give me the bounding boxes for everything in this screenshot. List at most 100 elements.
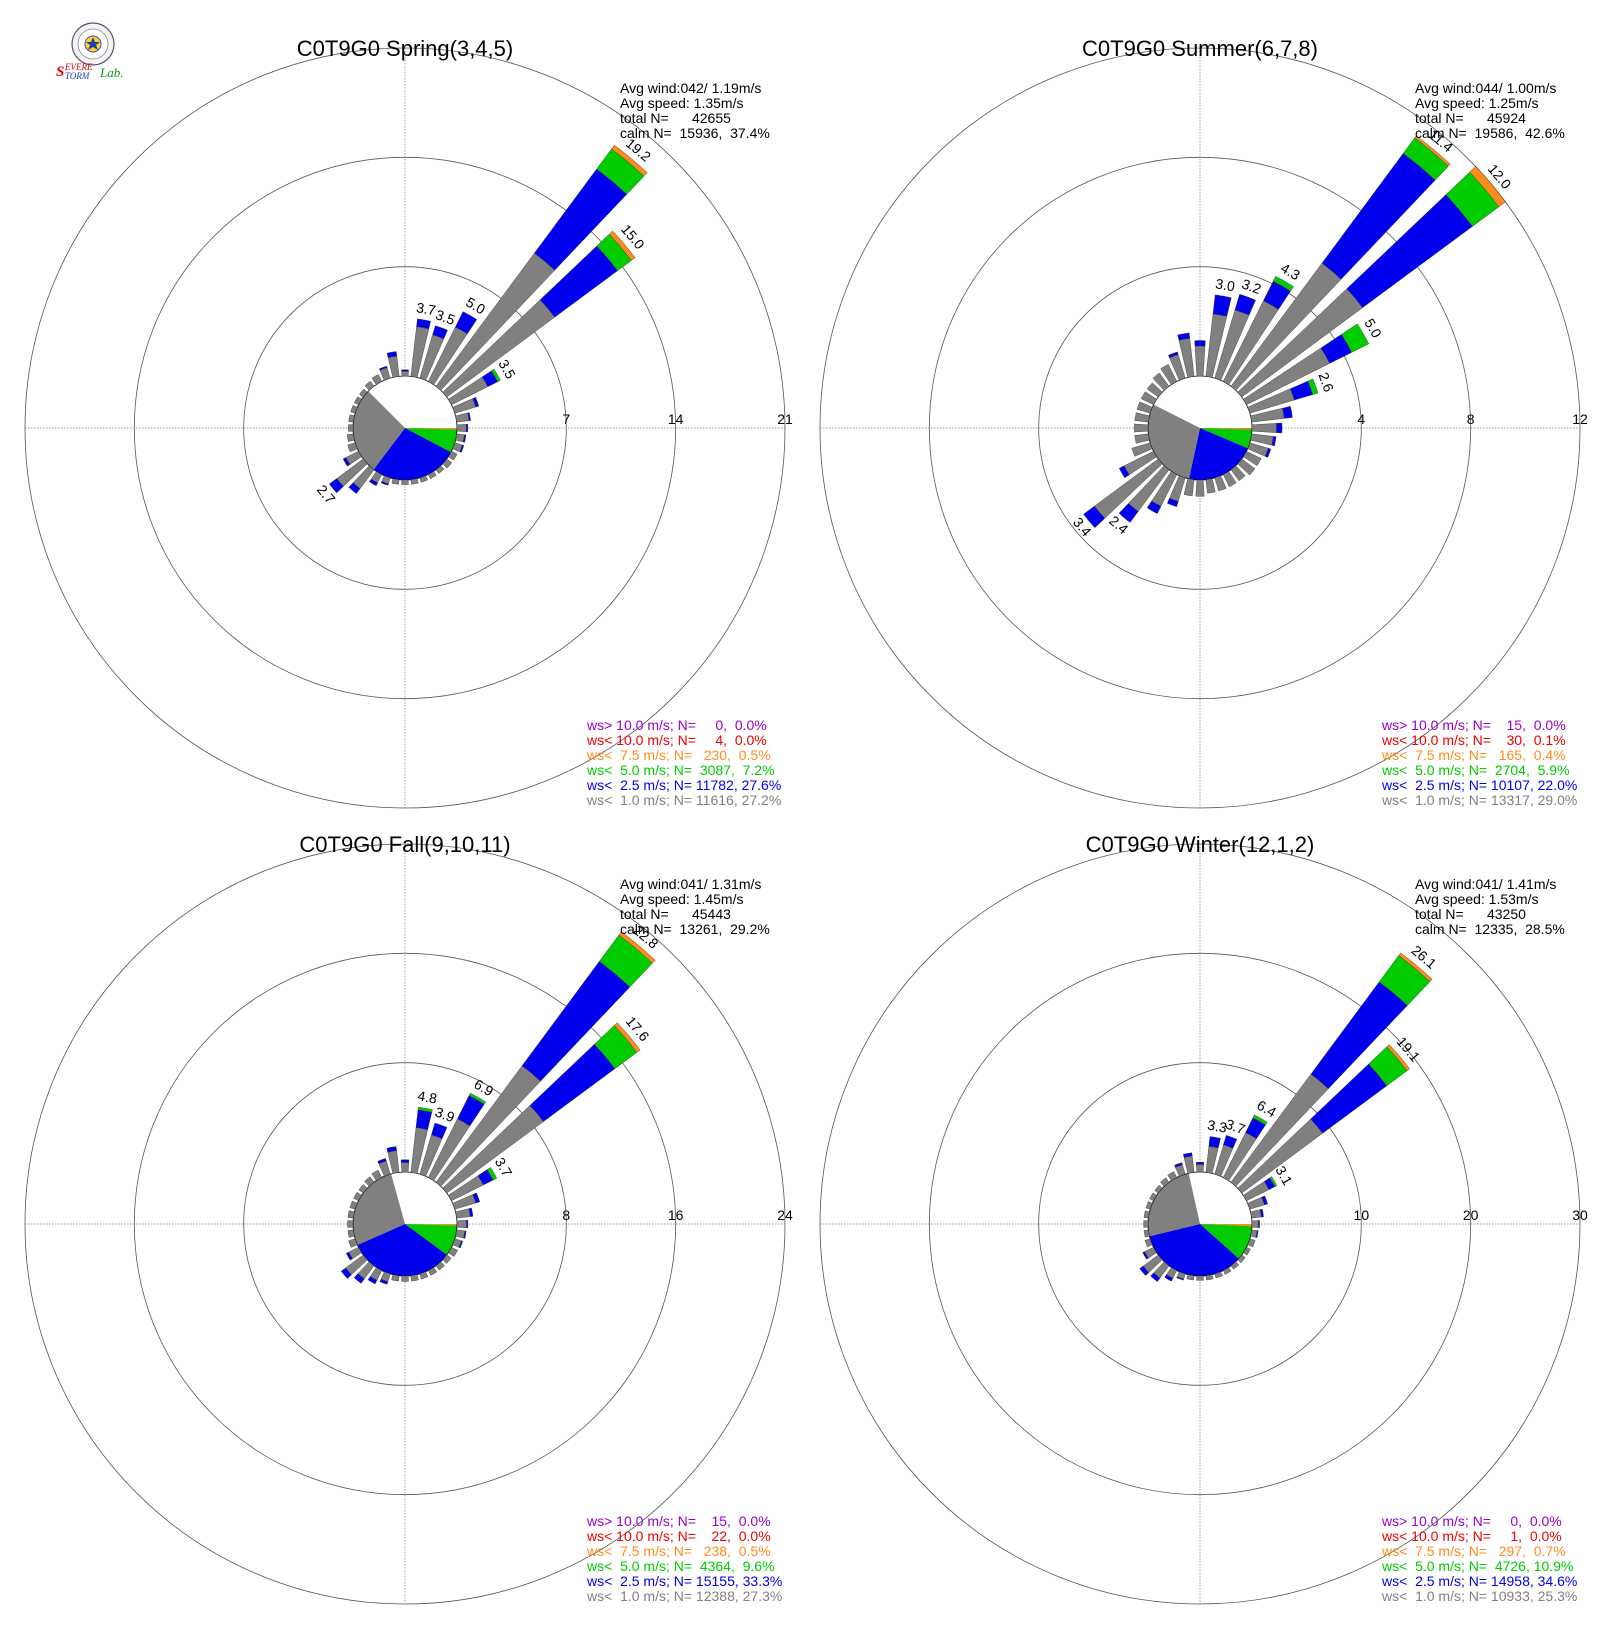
petal-140-bin-0 — [1230, 465, 1246, 482]
petal-130-bin-0 — [1237, 458, 1256, 476]
petal-90-bin-1 — [1276, 422, 1283, 434]
stats-line-3: calm N= 19586, 42.6% — [1415, 125, 1565, 141]
petal-150-bin-0 — [427, 471, 437, 479]
petal-230-bin-1 — [340, 1267, 352, 1279]
petal-240-bin-1 — [342, 457, 351, 467]
petal-210-bin-1 — [367, 1276, 378, 1285]
legend-entry-4: ws< 2.5 m/s; N= 15155, 33.3% — [586, 1573, 782, 1589]
legend-entry-2: ws< 7.5 m/s; N= 165, 0.4% — [1381, 747, 1566, 763]
ring-label-30: 30 — [1572, 1207, 1588, 1223]
ring-label-12: 12 — [1572, 411, 1588, 427]
petal-310-bin-0 — [359, 388, 368, 398]
petal-350-bin-0 — [1183, 1155, 1195, 1174]
petal-150-bin-0 — [1222, 1267, 1232, 1275]
petal-10-bin-1 — [1208, 1136, 1221, 1149]
petal-150-bin-0 — [427, 1267, 437, 1276]
petal-220-bin-1 — [1118, 503, 1139, 523]
petal-60-bin-2 — [491, 368, 501, 383]
svg-text:Lab.: Lab. — [99, 65, 123, 80]
petal-120-bin-0 — [448, 450, 458, 461]
petal-300-bin-0 — [1140, 391, 1157, 406]
calm-pie-c_orange — [1200, 428, 1252, 430]
petal-30-bin-2 — [1272, 276, 1294, 292]
petal-300-bin-0 — [1149, 1192, 1157, 1202]
petal-20-bin-1 — [1223, 1135, 1238, 1149]
petal-90-bin-0 — [1251, 423, 1277, 433]
petal-10-bin-2 — [417, 1106, 433, 1113]
petal-20-bin-1 — [432, 325, 448, 340]
petal-120-bin-0 — [1243, 450, 1262, 467]
ring-label-24: 24 — [777, 1207, 793, 1223]
petal-320-bin-0 — [364, 1176, 375, 1187]
stats-line-0: Avg wind:041/ 1.41m/s — [1415, 876, 1556, 892]
calm-sector — [368, 376, 457, 428]
petal-70-bin-1 — [1261, 1195, 1268, 1206]
stats-line-3: calm N= 15936, 37.4% — [620, 125, 770, 141]
petal-200-bin-1 — [1176, 1276, 1184, 1281]
petal-100-bin-1 — [1271, 436, 1277, 447]
legend-entry-5: ws< 1.0 m/s; N= 12388, 27.3% — [586, 1588, 782, 1604]
petal-100-bin-1 — [1255, 1230, 1259, 1238]
petal-140-bin-0 — [1230, 1261, 1240, 1270]
petal-70-bin-2 — [1307, 378, 1319, 395]
petal-label-10: 4.8 — [416, 1087, 438, 1106]
petal-220-bin-1 — [353, 1273, 365, 1284]
calm-pie-c_gray — [353, 391, 405, 470]
windrose-panel-2: 3.0 3.24.311.412.05.02.62.43.44 8 12C0T9G0 … — [819, 36, 1588, 809]
petal-90-bin-1 — [1258, 1220, 1260, 1228]
ring-label-21: 21 — [777, 411, 793, 427]
petal-260-bin-0 — [346, 433, 355, 442]
panel-title: C0T9G0 Spring(3,4,5) — [297, 36, 513, 61]
petal-140-bin-0 — [435, 1261, 445, 1271]
legend-entry-4: ws< 2.5 m/s; N= 14958, 34.6% — [1381, 1573, 1577, 1589]
petal-210-bin-1 — [369, 478, 378, 486]
petal-60-bin-2 — [486, 1167, 498, 1181]
petal-310-bin-0 — [1146, 382, 1163, 398]
petal-180-bin-0 — [401, 479, 409, 485]
petal-0-bin-1 — [401, 369, 409, 372]
petal-60-bin-2 — [1341, 323, 1370, 353]
petal-320-bin-0 — [364, 380, 375, 391]
petal-40-bin-3 — [1414, 135, 1451, 167]
petal-0-bin-1 — [400, 1159, 410, 1163]
calm-pie-c_green — [1200, 1224, 1252, 1259]
stats-line-1: Avg speed: 1.53m/s — [1415, 891, 1538, 907]
petal-70-bin-1 — [472, 1192, 481, 1204]
petal-280-bin-0 — [348, 414, 355, 423]
petal-190-bin-0 — [391, 1274, 400, 1282]
petal-170-bin-0 — [410, 1274, 419, 1282]
petal-200-bin-1 — [380, 481, 389, 486]
petal-320-bin-0 — [1152, 372, 1170, 391]
petal-330-bin-0 — [1167, 1171, 1178, 1181]
svg-text:TORM: TORM — [65, 71, 90, 81]
ring-label-16: 16 — [668, 1207, 684, 1223]
petal-320-bin-0 — [1160, 1177, 1170, 1187]
calm-pie-c_blue — [1149, 1224, 1239, 1277]
petal-80-bin-0 — [455, 1208, 471, 1219]
petal-80-bin-0 — [1250, 1209, 1262, 1219]
petal-230-bin-1 — [1083, 505, 1106, 529]
petal-label-10: 3.0 — [1214, 275, 1236, 294]
petal-label-10: 3.7 — [415, 299, 437, 318]
petal-140-bin-0 — [435, 465, 445, 474]
petal-0-bin-0 — [1194, 345, 1206, 377]
petal-label-20: 3.5 — [433, 306, 457, 328]
petal-0-bin-0 — [401, 371, 409, 377]
calm-pie-c_orange — [1200, 1224, 1252, 1227]
ring-label-20: 20 — [1463, 1207, 1479, 1223]
stats-line-0: Avg wind:044/ 1.00m/s — [1415, 80, 1556, 96]
panel-title: C0T9G0 Summer(6,7,8) — [1082, 36, 1318, 61]
stats-line-1: Avg speed: 1.35m/s — [620, 95, 743, 111]
petal-220-bin-1 — [348, 482, 361, 494]
legend-entry-3: ws< 5.0 m/s; N= 2704, 5.9% — [1381, 762, 1570, 778]
petal-110-bin-0 — [1247, 1238, 1256, 1248]
svg-text:EVERE: EVERE — [64, 62, 93, 72]
calm-sector — [391, 1172, 457, 1224]
petal-240-bin-1 — [1118, 465, 1130, 479]
petal-300-bin-0 — [354, 396, 362, 406]
petal-350-bin-0 — [387, 1150, 400, 1174]
legend-entry-5: ws< 1.0 m/s; N= 13317, 29.0% — [1381, 792, 1577, 808]
petal-100-bin-1 — [463, 1230, 467, 1239]
legend-entry-1: ws< 10.0 m/s; N= 22, 0.0% — [586, 1528, 771, 1544]
calm-pie-c_gray — [1148, 1173, 1200, 1237]
